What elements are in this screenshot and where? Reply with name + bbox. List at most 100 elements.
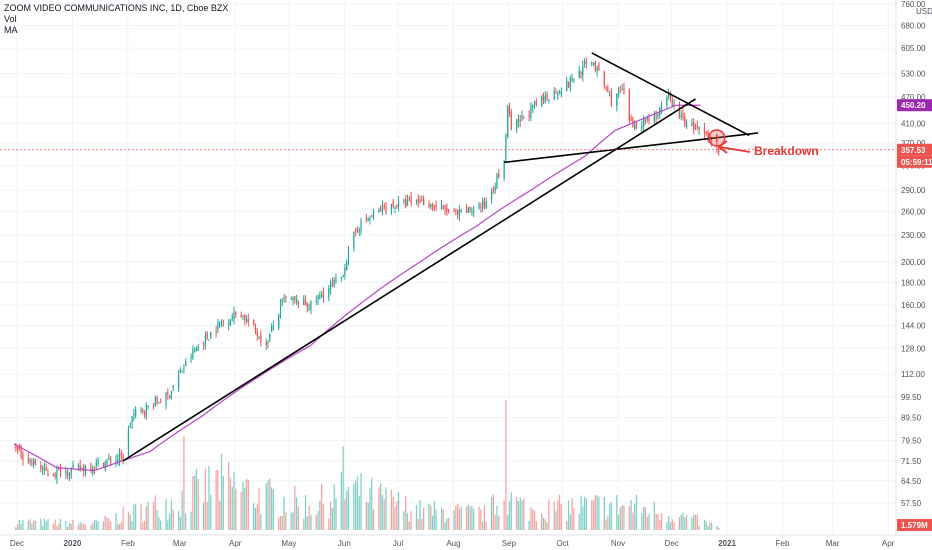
volume-bar xyxy=(68,522,71,530)
breakdown-arrow-shaft xyxy=(719,146,751,153)
candle-body xyxy=(265,342,267,345)
volume-bar xyxy=(322,504,325,530)
candle-body xyxy=(240,315,242,318)
candle-body xyxy=(317,296,319,300)
volume-bar xyxy=(616,495,618,530)
candle-body xyxy=(143,412,146,414)
volume-bar xyxy=(528,521,530,530)
volume-bar xyxy=(143,520,146,530)
volume-bar xyxy=(705,521,707,530)
candle-body xyxy=(596,66,598,72)
volume-bar xyxy=(369,487,371,530)
volume-bar xyxy=(303,518,305,530)
candle-body xyxy=(372,212,375,218)
candle-body xyxy=(229,319,232,326)
volume-bar xyxy=(235,488,237,530)
time-axis: Dec 2020 Feb Mar Apr May Jun Jul Aug Sep Oct Nov Dec… xyxy=(0,534,932,550)
candle-body xyxy=(453,209,455,211)
candle-body xyxy=(353,232,355,248)
volume-bar xyxy=(519,497,521,530)
candle-body xyxy=(254,324,257,331)
volume-bar xyxy=(202,502,205,530)
volume-bar xyxy=(222,475,224,530)
volume-bar xyxy=(644,507,647,530)
volume-bar xyxy=(673,522,675,530)
candle-body xyxy=(668,93,670,97)
volume-bar xyxy=(455,505,457,530)
candle-body xyxy=(519,119,521,122)
volume-bar xyxy=(592,499,595,530)
candle-body xyxy=(97,460,99,464)
volume-bar xyxy=(194,475,196,530)
volume-bar xyxy=(158,517,160,530)
candle-body xyxy=(478,204,480,209)
volume-bar xyxy=(308,505,310,530)
price-axis-bg xyxy=(896,0,932,550)
volume-bar xyxy=(517,500,520,530)
candle-body xyxy=(33,459,35,465)
candle-body xyxy=(503,161,505,179)
candle-body xyxy=(610,92,613,106)
candle-body xyxy=(580,72,582,74)
candle-body xyxy=(133,413,135,416)
volume-bar xyxy=(532,509,534,530)
candle-body xyxy=(118,453,121,461)
volume-bar xyxy=(278,517,280,530)
volume-bar xyxy=(310,514,312,530)
volume-bar xyxy=(646,517,648,530)
volume-bar xyxy=(684,517,686,530)
legend-ma: MA xyxy=(4,25,18,35)
candle-body xyxy=(31,461,33,463)
candle-body xyxy=(270,326,273,332)
candle-body xyxy=(190,357,192,359)
candle-body xyxy=(335,277,337,282)
volume-bar xyxy=(408,521,410,530)
candle-body xyxy=(45,467,47,471)
volume-bar xyxy=(582,506,584,530)
volume-bar xyxy=(254,507,257,530)
volume-bar xyxy=(494,515,496,530)
candle-body xyxy=(691,122,693,126)
volume-bar xyxy=(145,506,147,530)
candle-body xyxy=(59,466,62,477)
volume-bar xyxy=(558,494,561,530)
volume-bar xyxy=(630,499,632,530)
candle-body xyxy=(206,333,208,339)
volume-bar xyxy=(118,523,121,530)
candle-body xyxy=(455,210,457,212)
candle-body xyxy=(360,220,362,231)
volume-bar xyxy=(422,508,425,530)
candle-body xyxy=(210,332,212,339)
volume-bar xyxy=(480,509,482,530)
candle-body xyxy=(621,88,623,90)
candle-body xyxy=(646,117,648,120)
candle-body xyxy=(415,200,418,202)
volume-bar xyxy=(210,494,212,530)
candle-body xyxy=(406,200,409,206)
ma-value-badge-bg xyxy=(897,99,932,112)
volume-bar xyxy=(16,524,19,530)
volume-bar xyxy=(358,496,360,530)
candle-body xyxy=(523,117,525,119)
x-tick-label: Apr xyxy=(882,539,895,548)
candle-body xyxy=(678,103,681,119)
candle-body xyxy=(356,228,359,231)
x-tick-label: Jun xyxy=(338,539,351,548)
volume-bar xyxy=(634,503,636,530)
volume-bar xyxy=(419,500,421,530)
candle-body xyxy=(465,208,468,213)
candle-body xyxy=(47,473,49,476)
volume-bar xyxy=(47,518,49,530)
volume-bar xyxy=(204,468,207,530)
candle-body xyxy=(485,201,487,208)
volume-bar xyxy=(659,519,661,530)
volume-bar xyxy=(607,515,609,530)
volume-bar xyxy=(192,476,194,530)
volume-bar xyxy=(505,400,507,530)
volume-bar xyxy=(383,499,385,530)
candle-body xyxy=(319,294,321,300)
volume-bar xyxy=(473,508,475,530)
y-tick-label: 605.00 xyxy=(901,44,926,53)
volume-bar xyxy=(22,519,24,530)
